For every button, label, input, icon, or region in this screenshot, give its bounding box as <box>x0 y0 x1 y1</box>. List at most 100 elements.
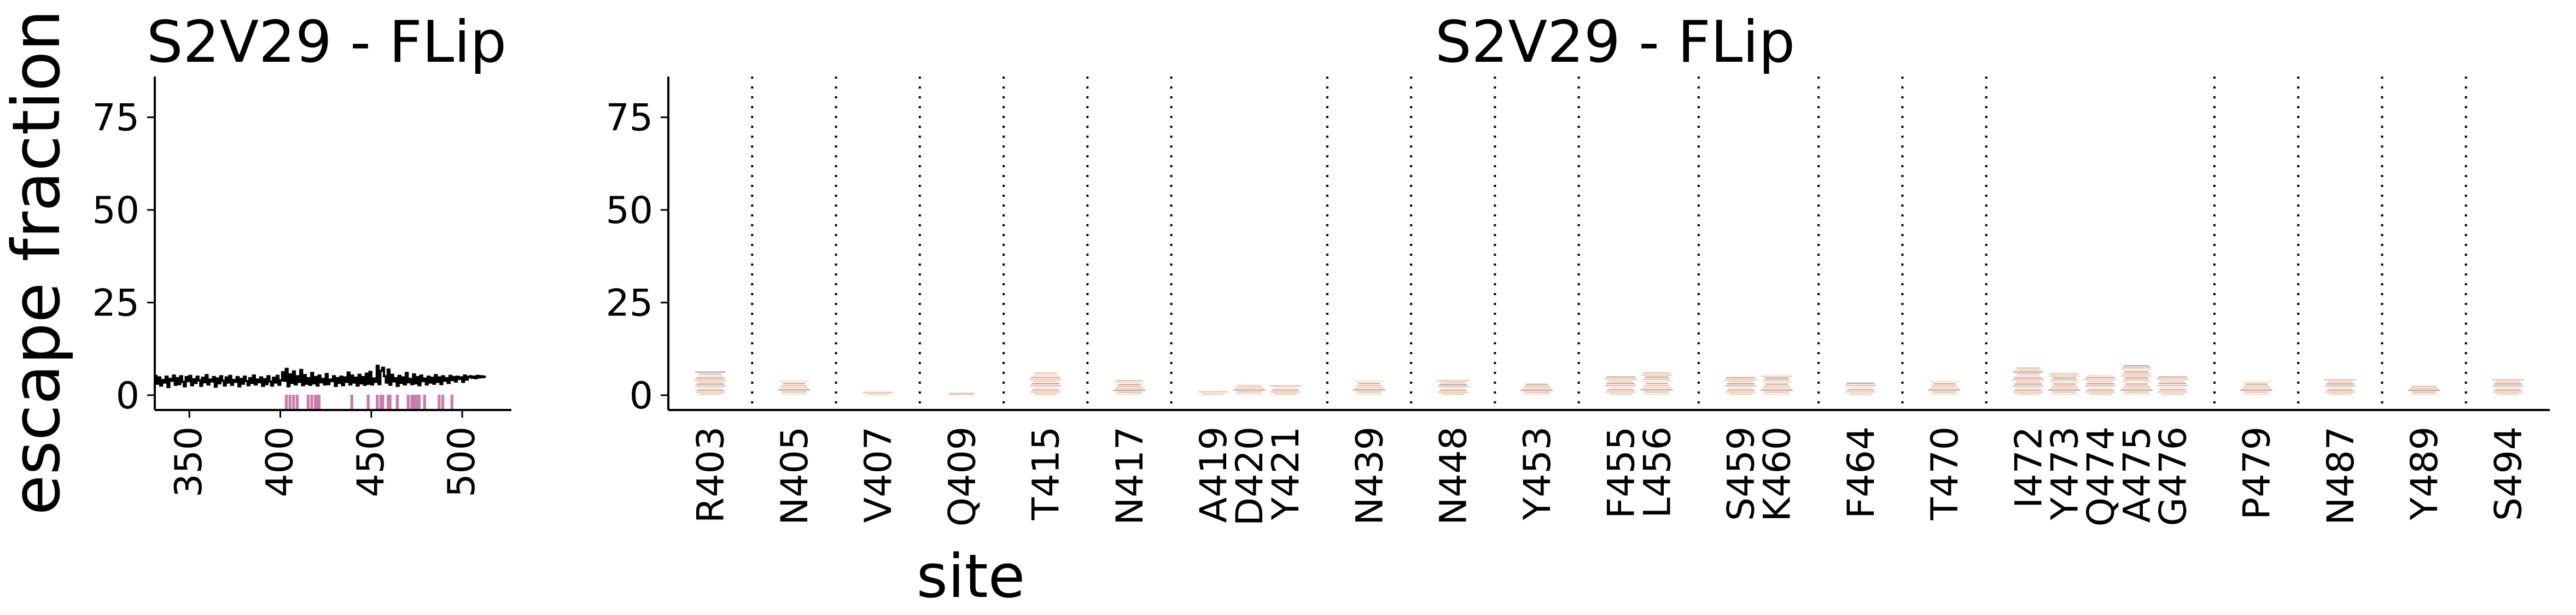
logo-letter-mark <box>2496 387 2520 389</box>
x-tick-label: 350 <box>167 426 211 497</box>
logo-letter-mark <box>1437 380 1470 382</box>
logo-letter-mark <box>2243 385 2269 387</box>
logo-letter-mark <box>1608 386 1633 389</box>
logo-letter-mark <box>2409 388 2439 389</box>
logo-letter-mark <box>1724 379 1757 380</box>
logo-letter-mark <box>2088 381 2113 383</box>
logo-letter-mark <box>696 377 725 379</box>
site-tick-label: F464 <box>1840 426 1883 519</box>
logo-letter-mark <box>1643 378 1670 380</box>
logo-letter-mark <box>2084 385 2116 387</box>
logo-letter-mark <box>1356 385 1382 386</box>
logo-letter-mark <box>1641 374 1672 376</box>
logo-letter-mark <box>2050 373 2078 375</box>
logo-panel-title: S2V29 - FLip <box>1435 9 1795 75</box>
logo-letter-mark <box>2328 387 2352 389</box>
logo-letter-mark <box>1845 384 1876 386</box>
highlight-site-mark <box>295 395 299 409</box>
logo-letter-mark <box>2160 386 2184 389</box>
highlight-site-mark <box>288 395 292 409</box>
logo-letter-mark <box>1523 393 1551 395</box>
y-tick-label: 25 <box>605 282 653 325</box>
site-tick-label: A475 <box>2115 426 2159 523</box>
logo-letter-mark <box>1029 379 1062 380</box>
logo-letter-mark <box>2120 375 2152 377</box>
logo-letter-mark <box>1762 381 1792 383</box>
logo-letter-mark <box>1763 393 1791 395</box>
highlight-site-mark <box>350 395 353 409</box>
logo-letter-mark <box>1729 387 1752 389</box>
logo-letter-mark <box>1609 393 1632 395</box>
logo-letter-mark <box>2411 391 2437 393</box>
logo-letter-mark <box>2161 393 2184 395</box>
site-tick-label: N448 <box>1432 426 1476 525</box>
logo-letter-mark <box>2410 393 2438 395</box>
logo-letter-mark <box>1726 377 1755 379</box>
logo-letter-mark <box>1525 383 1548 385</box>
logo-letter-mark <box>2324 385 2356 387</box>
logo-letter-mark <box>2121 381 2152 383</box>
site-tick-label: L456 <box>1636 426 1679 518</box>
escape-line <box>155 365 486 388</box>
logo-letter-mark <box>1642 387 1671 389</box>
logo-letter-mark <box>1727 389 1754 391</box>
logo-letter-mark <box>1269 385 1301 387</box>
logo-letter-mark <box>1439 389 1467 391</box>
site-tick-label: T470 <box>1924 426 1967 520</box>
highlight-site-mark <box>410 395 413 409</box>
logo-letter-mark <box>1198 391 1228 393</box>
highlight-site-mark <box>316 395 319 409</box>
logo-letter-mark <box>695 391 725 393</box>
highlight-site-mark <box>417 395 421 409</box>
logo-letter-mark <box>1031 377 1060 378</box>
logo-letter-mark <box>1117 391 1142 393</box>
logo-axes <box>667 77 2550 411</box>
logo-letter-mark <box>1353 389 1385 391</box>
highlight-site-mark <box>406 395 410 409</box>
logo-letter-mark <box>2328 381 2353 383</box>
logo-letter-mark <box>1933 383 1956 385</box>
logo-letter-mark <box>697 375 724 377</box>
logo-letter-mark <box>1032 389 1059 391</box>
logo-letter-mark <box>2016 373 2039 375</box>
logo-letter-mark <box>2411 385 2437 388</box>
logo-letter-mark <box>1604 378 1637 380</box>
site-tick-label: Q409 <box>941 426 984 526</box>
logo-letter-mark <box>2053 383 2076 385</box>
y-tick-label: 50 <box>92 189 139 232</box>
logo-letter-mark <box>2124 377 2148 379</box>
logo-letter-mark <box>697 389 724 391</box>
logo-letter-mark <box>1033 374 1059 376</box>
logo-letter-mark <box>2089 393 2112 395</box>
logo-letter-mark <box>1645 383 1668 384</box>
logo-letter-mark <box>1237 391 1262 393</box>
logo-letter-mark <box>2088 387 2112 389</box>
highlight-site-mark <box>366 395 370 409</box>
logo-letter-mark <box>2052 391 2077 393</box>
logo-letter-mark <box>1930 393 1959 395</box>
y-tick-label: 25 <box>92 282 139 325</box>
logo-letter-mark <box>1437 385 1469 388</box>
highlight-site-mark <box>381 395 384 409</box>
logo-letter-mark <box>695 385 726 387</box>
logo-letter-mark <box>2016 393 2039 395</box>
logo-letter-mark <box>2012 379 2044 381</box>
highlight-site-mark <box>284 395 288 409</box>
logo-letter-mark <box>2016 367 2040 369</box>
logo-letter-mark <box>1522 388 1552 389</box>
site-tick-label: N417 <box>1109 426 1152 525</box>
highlight-site-mark <box>423 395 426 409</box>
site-tick-label: Y489 <box>2403 426 2446 520</box>
logo-letter-mark <box>2050 379 2078 381</box>
logo-letter-mark <box>1234 387 1264 389</box>
site-tick-label: Y453 <box>1516 426 1559 520</box>
logo-letter-mark <box>2051 385 2077 387</box>
logo-letter-mark <box>1729 393 1752 395</box>
highlight-site-mark <box>416 395 419 409</box>
logo-letter-mark <box>2125 383 2148 385</box>
logo-letter-mark <box>1520 389 1553 391</box>
logo-letter-mark <box>1524 385 1550 387</box>
logo-letter-mark <box>1270 391 1301 393</box>
logo-letter-mark <box>2015 381 2041 383</box>
logo-letter-mark <box>1030 385 1062 386</box>
